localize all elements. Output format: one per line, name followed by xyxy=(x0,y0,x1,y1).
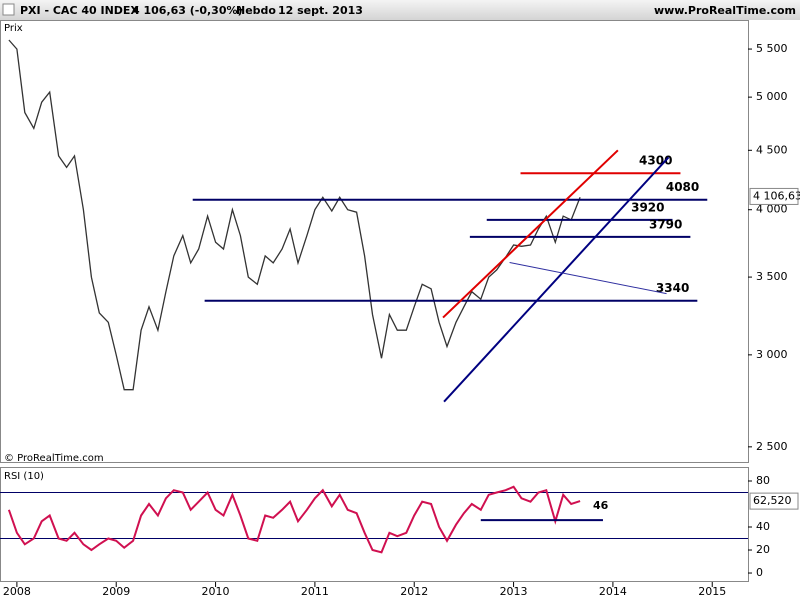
date: 12 sept. 2013 xyxy=(278,4,363,17)
x-tick-label: 2009 xyxy=(102,585,130,598)
y-tick-label: 3 500 xyxy=(756,270,788,283)
title: PXI - CAC 40 INDEX xyxy=(20,4,139,17)
rsi-level-label: 46 xyxy=(593,499,609,512)
x-tick-label: 2010 xyxy=(202,585,230,598)
rsi-tick-label: 20 xyxy=(756,543,770,556)
change: 4 106,63 (-0,30%) xyxy=(132,4,243,17)
copyright: © ProRealTime.com xyxy=(4,453,104,464)
price-line xyxy=(8,39,581,391)
trendline xyxy=(443,156,670,403)
y-tick-label: 4 000 xyxy=(756,203,788,216)
rsi-tick-label: 0 xyxy=(756,566,763,579)
price-panel xyxy=(0,20,749,463)
level-label: 4300 xyxy=(639,154,672,168)
x-tick-label: 2015 xyxy=(698,585,726,598)
last-value-box xyxy=(749,492,799,510)
level-label: 4080 xyxy=(666,180,699,194)
source: www.ProRealTime.com xyxy=(654,4,796,17)
x-tick-label: 2008 xyxy=(3,585,31,598)
header-icon xyxy=(2,3,15,16)
y-tick-label: 5 500 xyxy=(756,42,788,55)
level-label: 3340 xyxy=(656,281,689,295)
period: Hebdo xyxy=(236,4,276,17)
rsi-line xyxy=(7,485,581,554)
x-tick-label: 2012 xyxy=(400,585,428,598)
y-tick-label: 2 500 xyxy=(756,440,788,453)
rsi-title: RSI (10) xyxy=(4,471,44,482)
y-tick-label: 3 000 xyxy=(756,348,788,361)
trendline xyxy=(442,149,619,319)
header-bar xyxy=(0,0,800,20)
rsi-tick-label: 80 xyxy=(756,474,770,487)
last-value-label: 4 106,63 xyxy=(753,189,800,202)
rsi-tick-label: 40 xyxy=(756,520,770,533)
y-tick-label: 5 000 xyxy=(756,90,788,103)
level-label: 3920 xyxy=(631,200,664,214)
y-label: Prix xyxy=(4,23,23,34)
level-label: 3790 xyxy=(649,217,682,231)
trendline xyxy=(509,261,667,295)
x-tick-label: 2014 xyxy=(599,585,627,598)
y-tick-label: 4 500 xyxy=(756,143,788,156)
last-value-box xyxy=(749,187,799,205)
rsi-panel xyxy=(0,467,749,582)
x-tick-label: 2013 xyxy=(500,585,528,598)
x-tick-label: 2011 xyxy=(301,585,329,598)
last-value-label: 62,520 xyxy=(753,494,792,507)
